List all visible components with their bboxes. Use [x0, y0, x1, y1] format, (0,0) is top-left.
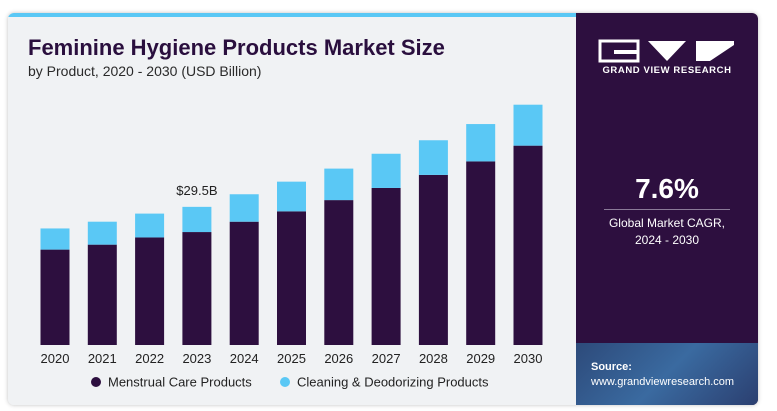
- cagr-label: Global Market CAGR, 2024 - 2030: [608, 216, 726, 247]
- legend-marker-cleaning-deodorizing: [280, 377, 290, 387]
- cagr-divider: [604, 209, 730, 210]
- x-tick-label-2021: 2021: [88, 351, 117, 366]
- source-box: Source: www.grandviewresearch.com: [576, 343, 758, 405]
- bar-cleaning-deodorizing-2026: [324, 168, 354, 201]
- bar-cleaning-deodorizing-2025: [277, 181, 306, 212]
- source-label: Source:: [591, 361, 632, 373]
- bar-menstrual-care-2020: [40, 249, 70, 345]
- x-tick-label-2022: 2022: [135, 351, 164, 366]
- chart-panel: Feminine Hygiene Products Market Size by…: [8, 13, 576, 405]
- bar-menstrual-care-2022: [135, 237, 165, 345]
- source-link[interactable]: www.grandviewresearch.com: [591, 376, 735, 388]
- bar-cleaning-deodorizing-2022: [135, 213, 165, 238]
- bar-cleaning-deodorizing-2027: [371, 153, 401, 188]
- x-tick-label-2029: 2029: [466, 351, 495, 366]
- legend-label-cleaning-deodorizing: Cleaning & Deodorizing Products: [297, 375, 489, 390]
- bar-menstrual-care-2030: [513, 145, 543, 345]
- x-tick-label-2027: 2027: [372, 351, 401, 366]
- x-tick-label-2030: 2030: [514, 351, 543, 366]
- bar-menstrual-care-2028: [418, 174, 448, 345]
- chart-title: Feminine Hygiene Products Market Size: [28, 35, 445, 60]
- infographic-card: Feminine Hygiene Products Market Size by…: [8, 13, 758, 405]
- bar-menstrual-care-2024: [229, 221, 259, 345]
- grand-view-research-logo: [598, 39, 734, 63]
- bar-menstrual-care-2027: [371, 187, 401, 345]
- bar-cleaning-deodorizing-2024: [229, 194, 259, 222]
- x-tick-label-2023: 2023: [182, 351, 211, 366]
- bar-cleaning-deodorizing-2023: [182, 206, 212, 233]
- bar-cleaning-deodorizing-2028: [418, 140, 448, 175]
- bar-menstrual-care-2025: [277, 211, 306, 345]
- bar-cleaning-deodorizing-2029: [466, 124, 496, 162]
- legend-label-menstrual-care: Menstrual Care Products: [108, 375, 252, 390]
- bar-cleaning-deodorizing-2021: [87, 221, 117, 245]
- x-tick-label-2024: 2024: [230, 351, 259, 366]
- brand-panel: GRAND VIEW RESEARCH 7.6% Global Market C…: [576, 13, 758, 405]
- bar-menstrual-care-2023: [182, 232, 212, 345]
- x-tick-label-2020: 2020: [41, 351, 70, 366]
- data-label-2023: $29.5B: [176, 183, 217, 198]
- bar-menstrual-care-2029: [466, 161, 496, 345]
- chart-subtitle: by Product, 2020 - 2030 (USD Billion): [28, 63, 262, 79]
- bar-menstrual-care-2021: [87, 244, 117, 345]
- legend-marker-menstrual-care: [91, 377, 101, 387]
- bar-cleaning-deodorizing-2030: [513, 104, 543, 146]
- bar-menstrual-care-2026: [324, 200, 354, 345]
- bar-cleaning-deodorizing-2020: [40, 228, 70, 250]
- x-tick-label-2025: 2025: [277, 351, 306, 366]
- x-tick-label-2028: 2028: [419, 351, 448, 366]
- brand-name: GRAND VIEW RESEARCH: [602, 65, 732, 76]
- cagr-value: 7.6%: [635, 173, 699, 204]
- stacked-bar-chart: 2020 2021 2022 2023 $29.5B 2024 2025 2026 2027 20…: [40, 104, 543, 390]
- x-tick-label-2026: 2026: [324, 351, 353, 366]
